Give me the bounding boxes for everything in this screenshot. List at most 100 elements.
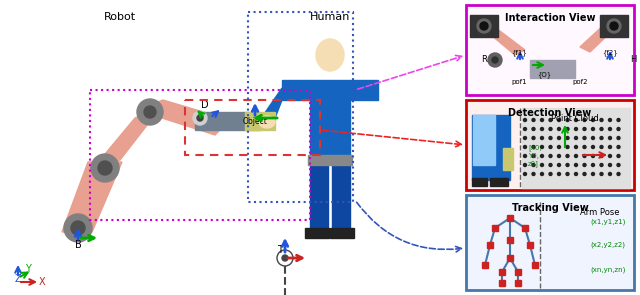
Circle shape (617, 145, 620, 148)
Circle shape (541, 145, 543, 148)
Circle shape (541, 137, 543, 140)
Text: [x0,: [x0, (528, 145, 541, 151)
Bar (282, 80, 310, 100)
Text: {f1}: {f1} (511, 50, 527, 56)
Circle shape (549, 173, 552, 176)
Circle shape (609, 155, 611, 158)
Circle shape (557, 163, 561, 166)
Circle shape (617, 127, 620, 130)
FancyBboxPatch shape (466, 5, 634, 95)
Circle shape (583, 119, 586, 122)
Bar (305, 228, 329, 238)
Circle shape (600, 145, 603, 148)
Text: pof1: pof1 (511, 79, 527, 85)
Circle shape (600, 173, 603, 176)
Circle shape (549, 119, 552, 122)
Circle shape (583, 137, 586, 140)
Text: B: B (75, 240, 81, 250)
Circle shape (541, 173, 543, 176)
Bar (245, 112, 275, 130)
Text: Y0,: Y0, (528, 153, 539, 159)
Text: Point Cloud: Point Cloud (551, 114, 599, 123)
Circle shape (609, 163, 611, 166)
Text: Object: Object (243, 117, 268, 125)
Ellipse shape (259, 116, 275, 128)
Circle shape (557, 127, 561, 130)
Circle shape (583, 163, 586, 166)
Text: D: D (201, 100, 209, 110)
Text: (xn,yn,zn): (xn,yn,zn) (590, 267, 625, 273)
Circle shape (532, 163, 535, 166)
Polygon shape (260, 88, 282, 126)
Bar (507, 237, 513, 243)
Circle shape (617, 119, 620, 122)
Circle shape (541, 127, 543, 130)
Circle shape (480, 22, 488, 30)
Ellipse shape (492, 57, 498, 63)
Bar (472, 115, 510, 180)
Circle shape (609, 119, 611, 122)
Bar (487, 242, 493, 248)
Circle shape (524, 127, 527, 130)
Ellipse shape (91, 154, 119, 182)
Circle shape (617, 137, 620, 140)
Ellipse shape (316, 39, 344, 71)
Circle shape (524, 119, 527, 122)
Bar (522, 225, 528, 231)
Bar (332, 160, 350, 230)
Bar (522, 108, 630, 188)
Circle shape (549, 127, 552, 130)
Bar (499, 269, 505, 275)
Text: pof2: pof2 (572, 79, 588, 85)
Polygon shape (90, 106, 162, 172)
Text: H: H (630, 55, 636, 65)
Text: R: R (481, 55, 487, 65)
Circle shape (617, 173, 620, 176)
Circle shape (617, 163, 620, 166)
Circle shape (575, 119, 577, 122)
Circle shape (557, 145, 561, 148)
Circle shape (591, 155, 595, 158)
Circle shape (607, 19, 621, 33)
Circle shape (532, 173, 535, 176)
Bar (507, 255, 513, 261)
Bar (527, 242, 533, 248)
Text: X: X (38, 277, 45, 287)
Text: Z: Z (15, 274, 21, 284)
Bar (507, 215, 513, 221)
Polygon shape (62, 162, 122, 232)
Text: {O}: {O} (537, 72, 551, 78)
Text: Y: Y (25, 264, 31, 274)
Circle shape (566, 163, 569, 166)
Bar (490, 178, 508, 186)
Bar (515, 280, 521, 286)
Circle shape (600, 163, 603, 166)
Circle shape (557, 137, 561, 140)
Text: Arm Pose: Arm Pose (580, 208, 620, 217)
Circle shape (566, 137, 569, 140)
Circle shape (532, 155, 535, 158)
Polygon shape (137, 100, 230, 135)
Circle shape (609, 127, 611, 130)
Circle shape (591, 163, 595, 166)
Circle shape (566, 119, 569, 122)
Circle shape (591, 173, 595, 176)
Circle shape (575, 155, 577, 158)
Text: T: T (277, 245, 283, 255)
Circle shape (524, 137, 527, 140)
Circle shape (575, 173, 577, 176)
Circle shape (600, 119, 603, 122)
Circle shape (566, 145, 569, 148)
Circle shape (575, 127, 577, 130)
Circle shape (541, 155, 543, 158)
Ellipse shape (71, 221, 85, 235)
Circle shape (575, 137, 577, 140)
Ellipse shape (144, 106, 156, 118)
Ellipse shape (197, 115, 203, 121)
Bar (310, 80, 350, 160)
Bar (473, 115, 495, 165)
Circle shape (532, 137, 535, 140)
Ellipse shape (64, 214, 92, 242)
Bar (600, 15, 628, 37)
Bar (482, 262, 488, 268)
